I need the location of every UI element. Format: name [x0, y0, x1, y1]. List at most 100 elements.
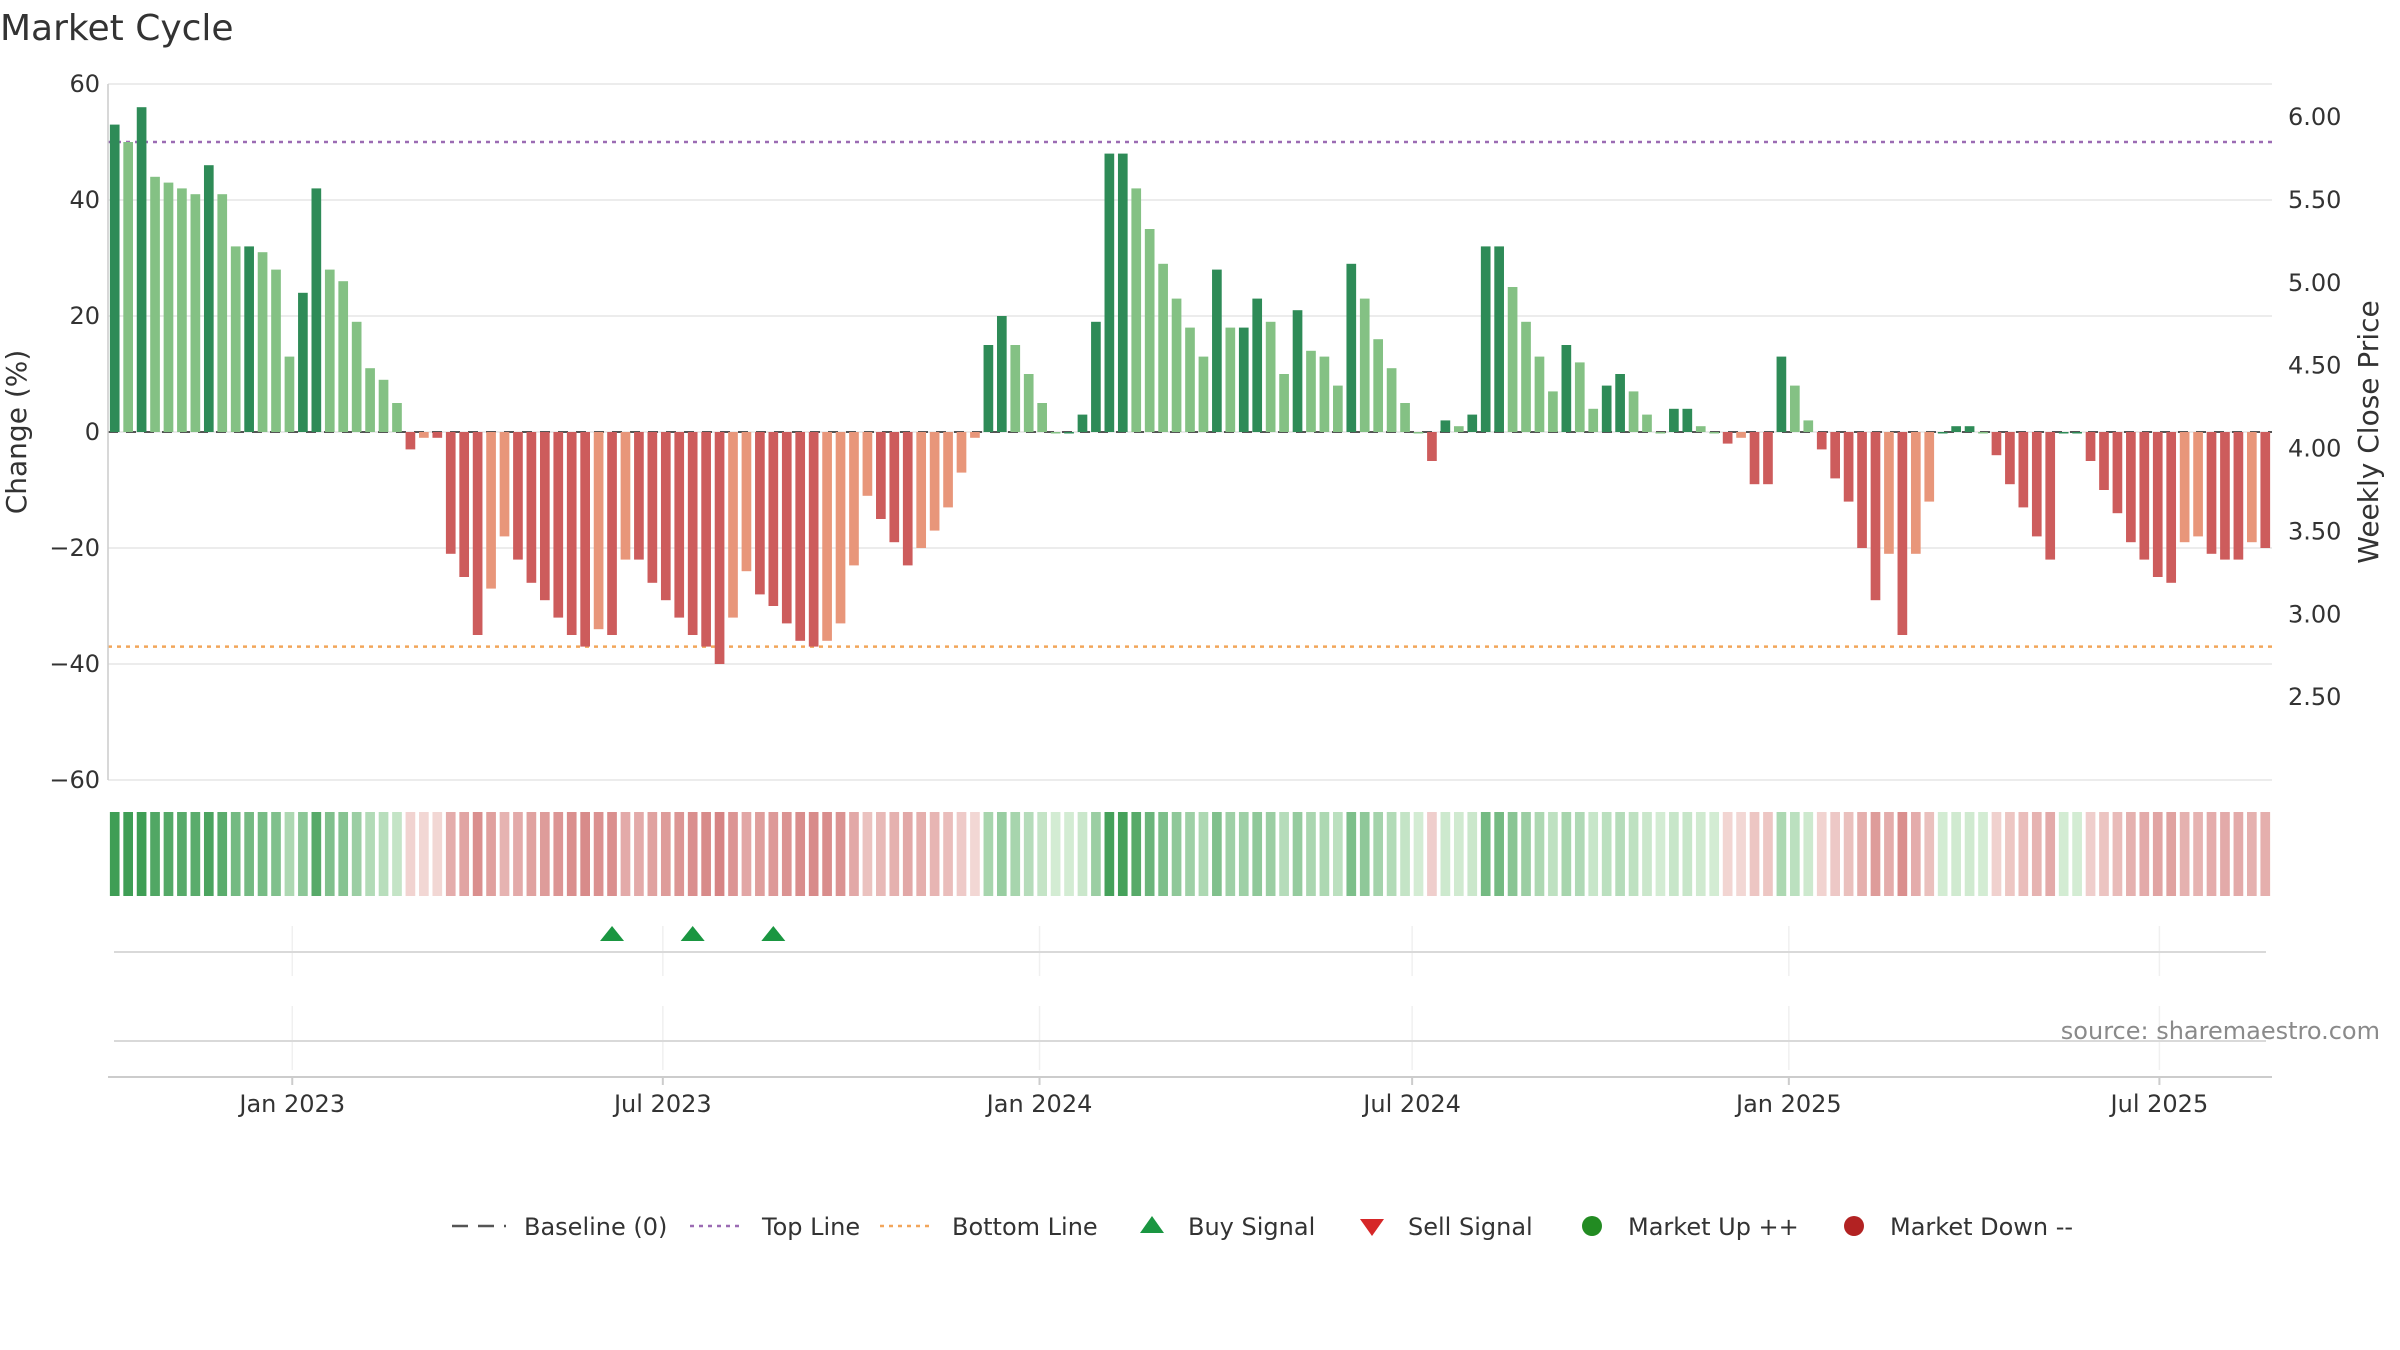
y2-tick-label: 4.00 [2288, 435, 2341, 463]
y-tick-label: 20 [69, 302, 100, 330]
heat-cell [324, 812, 335, 896]
heat-cell [499, 812, 510, 896]
bar [499, 432, 510, 537]
bar [2139, 432, 2150, 560]
heat-cell [459, 812, 470, 896]
left-y-axis-title: Change (%) [0, 350, 33, 515]
bar [996, 316, 1007, 432]
bar [150, 176, 160, 432]
bar [1212, 269, 1222, 432]
bar [1870, 432, 1881, 601]
bar [728, 432, 738, 618]
bar [808, 432, 819, 647]
heat-cell [1494, 812, 1504, 896]
heat-cell [2112, 812, 2123, 896]
bar [472, 432, 483, 635]
bar [1534, 356, 1545, 432]
bar [1964, 426, 1975, 432]
heat-cell [109, 812, 120, 896]
heat-cell [1104, 812, 1115, 896]
heat-cell [1722, 812, 1733, 896]
buy-signal-marker [761, 926, 786, 941]
heat-cell [1628, 812, 1639, 896]
bar [2085, 432, 2096, 461]
heat-cell [808, 812, 819, 896]
bar [943, 432, 953, 508]
legend: Baseline (0) Top Line Bottom Line Buy Signa… [452, 1213, 2073, 1241]
bar [109, 124, 120, 432]
heat-cell [163, 812, 174, 896]
heat-cell [311, 812, 322, 896]
heat-cell [1225, 812, 1236, 896]
bar [1588, 408, 1599, 432]
bar [929, 432, 940, 531]
heat-cell [566, 812, 577, 896]
bar [1346, 263, 1357, 432]
bar [1023, 374, 1034, 432]
bar [2031, 432, 2042, 537]
bar [1642, 414, 1652, 432]
bar [1467, 414, 1478, 432]
bar [378, 379, 389, 432]
heat-cell [580, 812, 590, 896]
bar [2233, 432, 2244, 560]
bar [1144, 229, 1155, 432]
heat-cell [257, 812, 268, 896]
bar [2220, 432, 2230, 560]
bar [1279, 374, 1289, 432]
heat-cell [1695, 812, 1706, 896]
bar [1695, 426, 1706, 432]
heat-cell [1924, 812, 1935, 896]
heat-cell [351, 812, 362, 896]
heat-cell [2058, 812, 2069, 896]
bar [1830, 432, 1841, 479]
legend-label: Baseline (0) [524, 1213, 667, 1241]
bar [244, 246, 254, 432]
heat-cell [1884, 812, 1894, 896]
x-tick-label: Jan 2025 [1734, 1090, 1842, 1118]
heat-cell [1037, 812, 1047, 896]
bar [1117, 153, 1128, 432]
bar [2246, 432, 2257, 543]
heat-cell [284, 812, 295, 896]
heat-cell [1763, 812, 1773, 896]
heat-cell [1144, 812, 1155, 896]
bar [1077, 414, 1088, 432]
legend-swatch [1582, 1216, 1602, 1236]
heat-cell [1171, 812, 1182, 896]
bar [324, 269, 335, 432]
heat-cell [795, 812, 806, 896]
heat-cell [1803, 812, 1814, 896]
bar [2126, 432, 2136, 543]
signal-panel [114, 926, 2266, 976]
y-tick-label: 40 [69, 186, 100, 214]
heat-cell [701, 812, 711, 896]
y2-tick-label: 5.50 [2288, 186, 2341, 214]
bar [1373, 339, 1384, 432]
bar [970, 432, 980, 438]
y-tick-label: 60 [69, 70, 100, 98]
y2-tick-label: 3.00 [2288, 600, 2341, 628]
heat-cell [1373, 812, 1384, 896]
bar [822, 432, 832, 641]
right-y-axis: 6.00 5.50 5.00 4.50 4.00 3.50 3.00 2.50 [2288, 103, 2341, 711]
bar [768, 432, 779, 606]
heat-cell [1333, 812, 1343, 896]
heat-cell [1574, 812, 1585, 896]
heat-cell [150, 812, 160, 896]
heat-cell [902, 812, 913, 896]
heat-cell [1588, 812, 1599, 896]
bar [1910, 432, 1921, 554]
bar [1951, 426, 1961, 432]
heat-cell [2206, 812, 2217, 896]
heat-cell [1158, 812, 1168, 896]
heat-cell [217, 812, 228, 896]
heat-cell [660, 812, 671, 896]
heat-cell [1386, 812, 1397, 896]
bar [1857, 432, 1867, 548]
heat-cell [1843, 812, 1854, 896]
heat-cell [1669, 812, 1679, 896]
y2-tick-label: 5.00 [2288, 269, 2341, 297]
heat-cell [2193, 812, 2203, 896]
